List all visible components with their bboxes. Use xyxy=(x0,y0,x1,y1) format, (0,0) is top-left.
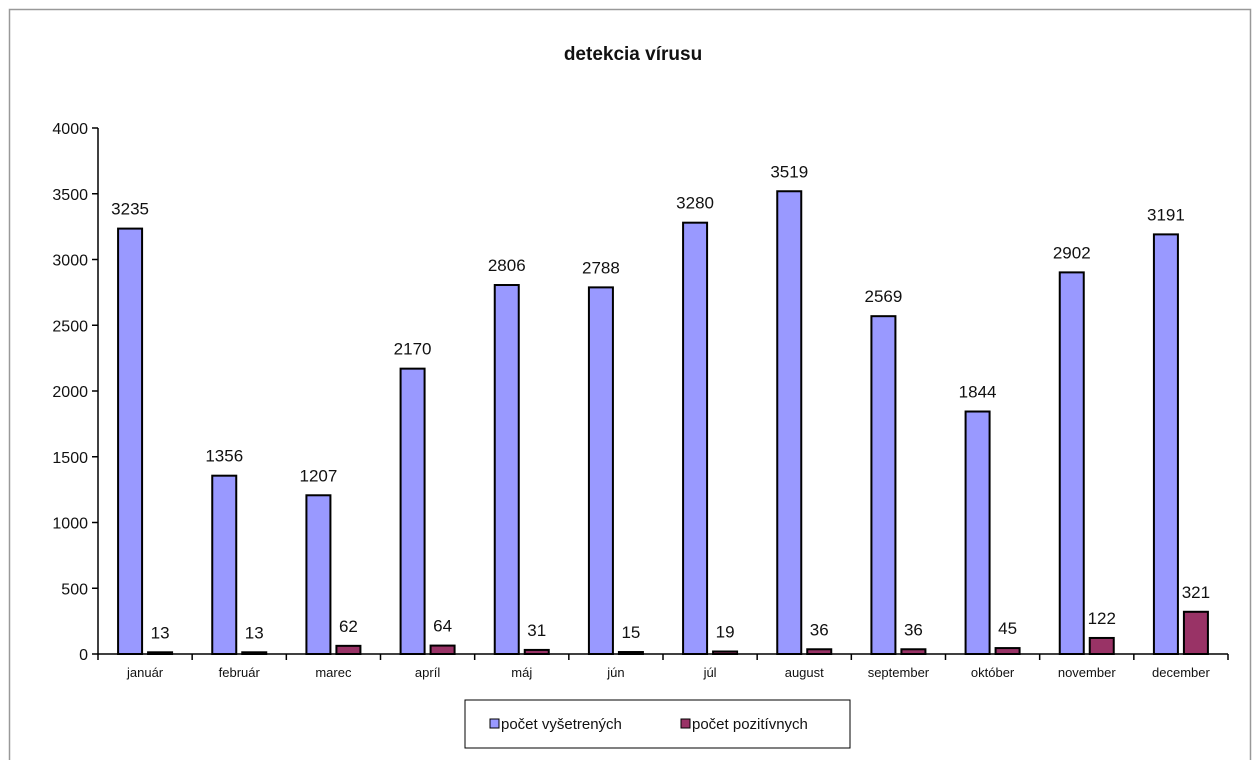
y-tick-label: 2000 xyxy=(52,384,88,401)
data-label: 36 xyxy=(810,620,829,639)
data-label: 62 xyxy=(339,617,358,636)
data-label: 1207 xyxy=(300,466,338,485)
y-axis: 0 500 1000 1500 2000 2500 3000 3500 4000 xyxy=(52,121,99,664)
legend-label: počet vyšetrených xyxy=(501,716,622,733)
bar-pozitivnych xyxy=(241,651,268,656)
x-tick-label: december xyxy=(1152,665,1210,680)
data-label: 15 xyxy=(621,623,640,642)
data-label: 64 xyxy=(433,617,452,636)
bar-pozitivnych xyxy=(1182,610,1209,656)
x-tick-label: január xyxy=(126,665,164,680)
y-tick-label: 1500 xyxy=(52,450,88,467)
x-tick-label: október xyxy=(971,665,1015,680)
data-label: 122 xyxy=(1088,609,1116,628)
bar-vysetrenych xyxy=(1152,233,1179,655)
bar-vysetrenych xyxy=(493,284,520,655)
data-label: 3235 xyxy=(111,200,149,219)
x-tick-label: júl xyxy=(703,665,717,680)
data-label: 36 xyxy=(904,620,923,639)
chart-title: detekcia vírusu xyxy=(564,44,702,65)
x-tick-label: apríl xyxy=(415,665,440,680)
data-label: 13 xyxy=(151,623,170,642)
x-tick-label: september xyxy=(868,665,930,680)
y-tick-label: 2500 xyxy=(52,318,88,335)
bar-vysetrenych xyxy=(399,367,426,655)
data-label: 3280 xyxy=(676,194,714,213)
y-tick-label: 3000 xyxy=(52,253,88,270)
legend: počet vyšetrených počet pozitívnych xyxy=(464,699,851,749)
y-tick-label: 0 xyxy=(79,647,88,664)
bar-vysetrenych xyxy=(587,286,614,655)
y-tick-label: 4000 xyxy=(52,121,88,138)
data-label: 1844 xyxy=(959,383,997,402)
bar-vysetrenych xyxy=(117,227,144,655)
data-label: 3519 xyxy=(770,162,808,181)
x-tick-label: jún xyxy=(606,665,624,680)
legend-box xyxy=(464,699,851,749)
bar-pozitivnych xyxy=(994,647,1021,656)
bar-pozitivnych xyxy=(429,644,456,655)
bar-vysetrenych xyxy=(964,410,991,655)
data-label: 31 xyxy=(527,621,546,640)
bar-pozitivnych xyxy=(523,648,550,656)
bar-pozitivnych xyxy=(806,648,833,655)
bar-vysetrenych xyxy=(305,494,332,656)
data-label: 2902 xyxy=(1053,243,1091,262)
data-label: 45 xyxy=(998,619,1017,638)
legend-swatch xyxy=(680,718,691,729)
legend-swatch xyxy=(489,718,500,729)
y-tick-label: 3500 xyxy=(52,187,88,204)
data-label: 2788 xyxy=(582,258,620,277)
x-tick-label: august xyxy=(785,665,824,680)
x-tick-label: máj xyxy=(511,665,532,680)
data-label: 2569 xyxy=(865,287,903,306)
bar-vysetrenych xyxy=(776,190,803,655)
data-label: 1356 xyxy=(205,447,243,466)
x-axis: január február marec apríl máj jún júl august se… xyxy=(97,653,1229,680)
bar-vysetrenych xyxy=(211,474,238,655)
data-label: 2170 xyxy=(394,340,432,359)
bar-pozitivnych xyxy=(900,648,927,655)
bar-pozitivnych xyxy=(147,651,174,656)
bar-pozitivnych xyxy=(335,644,362,655)
bar-vysetrenych xyxy=(682,221,709,655)
bars xyxy=(117,190,1209,656)
data-label: 3191 xyxy=(1147,205,1185,224)
legend-label: počet pozitívnych xyxy=(692,716,808,733)
data-label: 19 xyxy=(716,623,735,642)
data-label: 321 xyxy=(1182,583,1210,602)
data-label: 13 xyxy=(245,623,264,642)
x-tick-label: marec xyxy=(315,665,352,680)
bar-pozitivnych xyxy=(1088,636,1115,655)
x-tick-label: november xyxy=(1058,665,1116,680)
data-label: 2806 xyxy=(488,256,526,275)
y-tick-label: 1000 xyxy=(52,516,88,533)
bar-pozitivnych xyxy=(617,651,644,656)
bar-pozitivnych xyxy=(712,650,739,656)
y-tick-label: 500 xyxy=(61,581,88,598)
x-tick-label: február xyxy=(219,665,261,680)
bar-vysetrenych xyxy=(870,315,897,655)
data-labels: 3235 1356 1207 2170 2806 2788 3280 3519 2569 1844… xyxy=(111,162,1210,642)
bar-vysetrenych xyxy=(1058,271,1085,655)
